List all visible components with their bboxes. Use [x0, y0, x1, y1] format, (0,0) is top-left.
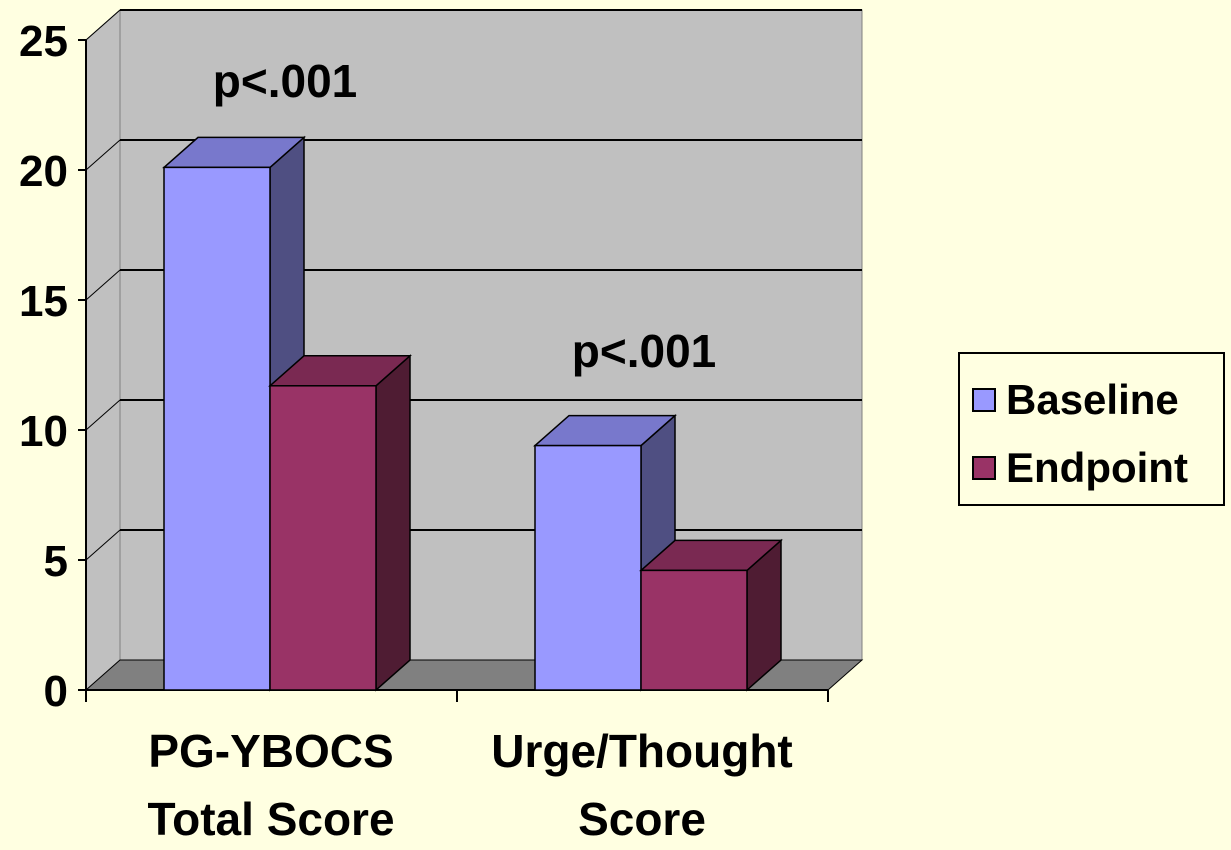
x-tick-label: Score [578, 793, 706, 845]
bar [639, 538, 783, 692]
legend-item-baseline: Baseline [972, 376, 1179, 424]
side-wall [85, 8, 121, 692]
y-tick-label: 0 [44, 667, 68, 716]
legend-label-endpoint: Endpoint [1006, 444, 1188, 491]
bars [162, 135, 783, 692]
x-tick-label: Urge/Thought [491, 725, 793, 777]
bar [533, 413, 677, 692]
bar-front [163, 166, 271, 691]
x-tick-label: Total Score [147, 793, 394, 845]
bar-front [640, 569, 748, 691]
legend-item-endpoint: Endpoint [972, 444, 1188, 492]
y-tick-label: 10 [19, 407, 68, 456]
legend: Baseline Endpoint [958, 352, 1225, 506]
y-tick-label: 5 [44, 537, 68, 586]
y-tick-label: 20 [19, 147, 68, 196]
annotations: p<.001 p<.001 [213, 55, 717, 377]
y-tick-label: 15 [19, 277, 68, 326]
gridline-side [85, 529, 121, 561]
y-tick-label: 25 [19, 17, 68, 66]
gridline-side [85, 269, 121, 301]
bar-side [375, 354, 411, 692]
bar-front [269, 385, 377, 691]
gridline-side [85, 399, 121, 431]
x-tick-labels: PG-YBOCS Total Score Urge/Thought Score [147, 725, 792, 845]
y-ticks: 0 5 10 15 20 25 [19, 17, 829, 716]
gridline-side [85, 9, 121, 41]
p-value-annotation: p<.001 [572, 325, 717, 377]
bar [268, 354, 412, 692]
gridline-side [85, 139, 121, 171]
legend-label-baseline: Baseline [1006, 376, 1179, 423]
bar-front [534, 444, 642, 691]
x-tick-label: PG-YBOCS [148, 725, 393, 777]
legend-swatch-baseline [972, 388, 996, 412]
legend-swatch-endpoint [972, 456, 996, 480]
p-value-annotation: p<.001 [213, 55, 358, 107]
